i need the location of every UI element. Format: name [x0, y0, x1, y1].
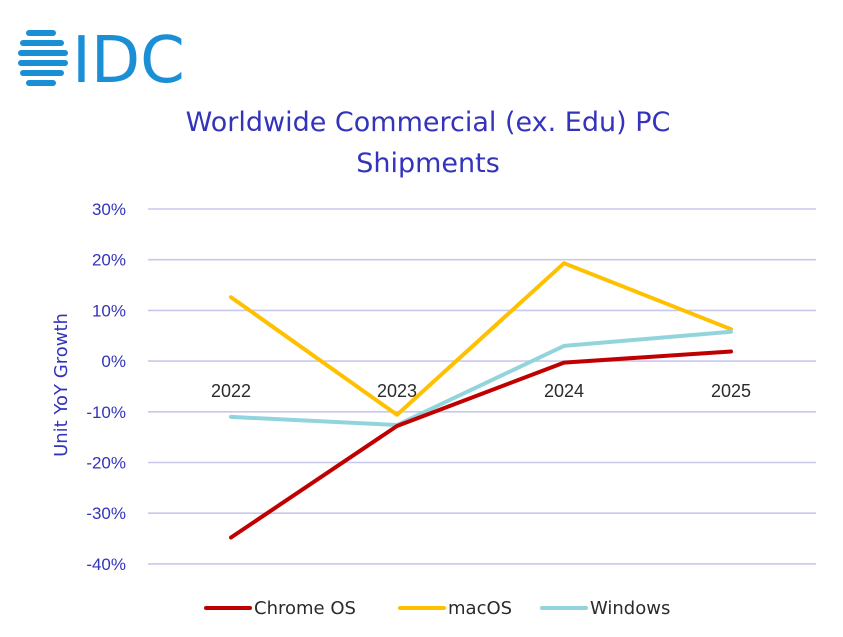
x-category-label: 2022	[211, 381, 251, 401]
x-category-label: 2025	[711, 381, 751, 401]
legend: Chrome OS macOS Windows	[204, 598, 670, 619]
legend-item-chrome-os: Chrome OS	[204, 598, 356, 619]
chart-title-line-1: Worldwide Commercial (ex. Edu) PC	[186, 107, 671, 138]
x-category-label: 2023	[377, 381, 417, 401]
y-tick-label: -40%	[86, 555, 126, 574]
legend-label: macOS	[448, 598, 512, 619]
idc-logo: IDC	[18, 24, 185, 98]
series-line-macos	[229, 261, 733, 417]
x-category-label: 2024	[544, 381, 584, 401]
y-tick-label: -20%	[86, 454, 126, 473]
gridlines	[148, 208, 816, 565]
legend-item-windows: Windows	[540, 598, 670, 619]
y-tick-label: 0%	[101, 352, 126, 371]
idc-globe-icon	[18, 30, 68, 86]
legend-item-macos: macOS	[398, 598, 512, 619]
chart-title-line-2: Shipments	[356, 148, 500, 179]
y-tick-label: -10%	[86, 403, 126, 422]
y-tick-label: 30%	[92, 200, 126, 219]
legend-label: Chrome OS	[254, 598, 356, 619]
y-tick-label: 20%	[92, 251, 126, 270]
series-lines	[229, 261, 733, 540]
y-tick-label: 10%	[92, 301, 126, 320]
y-axis-title: Unit YoY Growth	[51, 313, 72, 457]
y-tick-labels: 30% 20% 10% 0% -10% -20% -30% -40%	[86, 200, 126, 574]
series-line-windows	[229, 329, 733, 427]
y-tick-label: -30%	[86, 504, 126, 523]
series-line-chrome-os	[229, 349, 733, 540]
idc-logo-text: IDC	[72, 24, 185, 98]
legend-label: Windows	[590, 598, 670, 619]
category-labels: 2022 2023 2024 2025	[211, 381, 751, 401]
